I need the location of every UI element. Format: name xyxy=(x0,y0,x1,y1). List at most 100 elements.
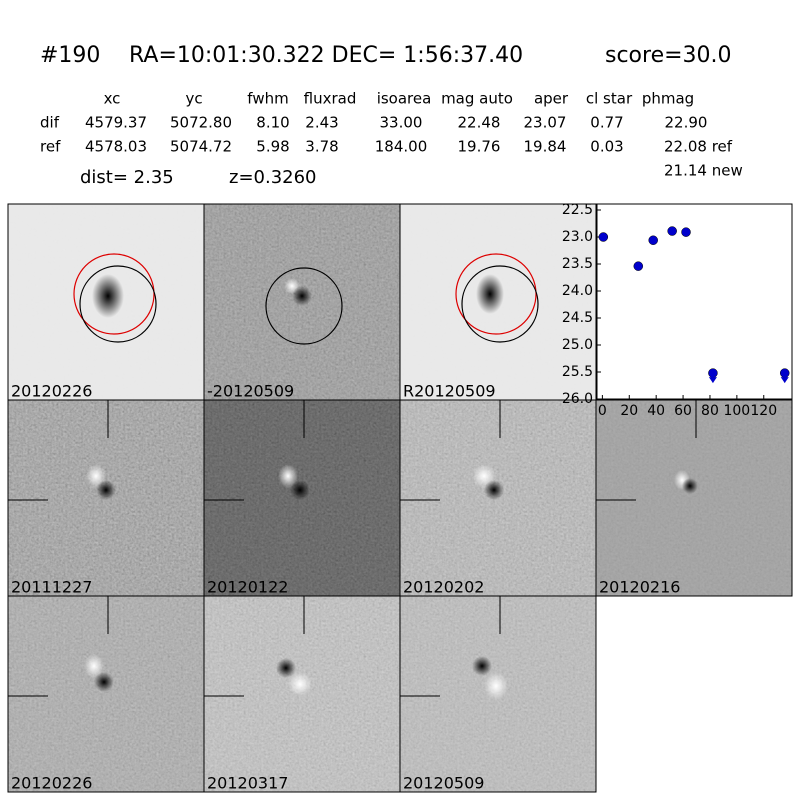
source-blob xyxy=(94,672,114,692)
source-blob xyxy=(84,654,104,678)
aperture-circle xyxy=(73,253,155,335)
data-point xyxy=(633,261,644,271)
image-panel: 20120202 xyxy=(399,399,597,597)
table-cell: 19.84 xyxy=(524,138,567,156)
column-header: phmag xyxy=(642,90,694,108)
plot-frame xyxy=(596,203,793,400)
image-panel: 20120509 xyxy=(399,595,597,793)
x-tick-label: 80 xyxy=(701,403,719,419)
table-cell: 4579.37 xyxy=(85,114,147,132)
panel-label: R20120509 xyxy=(403,382,496,401)
x-tick-label: 40 xyxy=(647,403,665,419)
x-tick-label: 60 xyxy=(674,403,692,419)
source-blob xyxy=(484,480,504,500)
table-cell: 22.48 xyxy=(458,114,501,132)
coordinates: RA=10:01:30.322 DEC= 1:56:37.40 xyxy=(129,43,523,68)
source-blob xyxy=(96,480,116,500)
data-point xyxy=(598,232,609,242)
column-header: aper xyxy=(534,90,569,108)
y-tick-label: 24.0 xyxy=(562,283,593,299)
panel-label: 20120509 xyxy=(403,774,484,793)
panel-label: -20120509 xyxy=(207,382,294,401)
panel-label: 20120122 xyxy=(207,578,288,597)
redshift: z=0.3260 xyxy=(229,167,317,188)
source-blob xyxy=(92,274,124,318)
x-tick-label: 120 xyxy=(750,403,777,419)
image-panel: 20120122 xyxy=(203,399,401,597)
y-tick-label: 26.0 xyxy=(562,391,593,407)
table-cell: 3.78 xyxy=(305,138,338,156)
source-blob xyxy=(484,672,508,700)
image-panel: 20120226 xyxy=(7,595,205,793)
panel-noise xyxy=(596,400,792,596)
column-header: isoarea xyxy=(377,90,432,108)
panel-label: 20120226 xyxy=(11,774,92,793)
column-header: xc xyxy=(104,90,121,108)
panel-label: 20120216 xyxy=(599,578,680,597)
table-cell: 8.10 xyxy=(256,114,289,132)
panel-label: 20120202 xyxy=(403,578,484,597)
source-blob xyxy=(278,464,298,488)
aperture-circle xyxy=(461,265,539,343)
y-tick-label: 23.0 xyxy=(562,229,593,245)
table-cell: 0.77 xyxy=(590,114,623,132)
row-label: ref xyxy=(40,138,61,156)
panel-frame xyxy=(399,595,597,793)
source-blob xyxy=(276,658,296,678)
object-id: #190 xyxy=(40,43,100,68)
table-cell: 5.98 xyxy=(256,138,289,156)
panel-label: 20111227 xyxy=(11,578,92,597)
row-label: dif xyxy=(40,114,60,132)
table-cell: 19.76 xyxy=(458,138,501,156)
x-tick-label: 20 xyxy=(620,403,638,419)
table-cell: 4578.03 xyxy=(85,138,147,156)
y-tick-label: 23.5 xyxy=(562,256,593,272)
panel-noise xyxy=(8,596,204,792)
aperture-circle xyxy=(79,265,157,343)
source-blob xyxy=(472,656,492,676)
y-tick-label: 22.5 xyxy=(562,202,593,218)
y-tick-label: 25.0 xyxy=(562,337,593,353)
image-panel: -20120509 xyxy=(203,203,401,401)
table-cell: 5074.72 xyxy=(170,138,232,156)
aperture-circle xyxy=(455,253,537,335)
y-tick-label: 24.5 xyxy=(562,310,593,326)
source-blob xyxy=(682,478,698,494)
aperture-circle xyxy=(265,267,343,345)
source-blob xyxy=(290,480,310,500)
upper-limit xyxy=(779,368,790,384)
data-point xyxy=(648,235,658,245)
source-blob xyxy=(288,672,312,696)
table-cell: 184.00 xyxy=(375,138,428,156)
data-point xyxy=(681,227,691,237)
image-panel: 20120226 xyxy=(7,203,205,401)
column-header: yc xyxy=(185,90,202,108)
column-header: cl star xyxy=(586,90,633,108)
column-header: mag auto xyxy=(441,90,513,108)
source-blob xyxy=(476,274,504,314)
table-cell: 22.90 xyxy=(665,114,708,132)
panel-frame xyxy=(595,399,793,597)
lightcurve: 22.5 23.0 23.5 24.0 24.5 25.0 25.5 26.0 0 20 40 60 8… xyxy=(562,202,793,419)
image-panel: 20120317 xyxy=(203,595,401,793)
x-tick-label: 100 xyxy=(723,403,750,419)
upper-limit xyxy=(708,368,718,384)
x-tick-label: 0 xyxy=(598,403,607,419)
panel-label: 20120317 xyxy=(207,774,288,793)
image-panel: 20120216 xyxy=(595,399,793,597)
table-cell: 33.00 xyxy=(380,114,423,132)
image-panel: R20120509 xyxy=(399,203,597,401)
y-tick-label: 25.5 xyxy=(562,364,593,380)
panel-label: 20120226 xyxy=(11,382,92,401)
table-cell: 23.07 xyxy=(524,114,567,132)
data-point xyxy=(667,226,677,236)
column-header: fwhm xyxy=(247,90,288,108)
column-header: fluxrad xyxy=(304,90,357,108)
table-cell: 2.43 xyxy=(305,114,338,132)
table-cell: 22.08 ref xyxy=(664,138,733,156)
image-panel: 20111227 xyxy=(7,399,205,597)
table-cell: 5072.80 xyxy=(170,114,232,132)
score: score=30.0 xyxy=(605,43,732,68)
